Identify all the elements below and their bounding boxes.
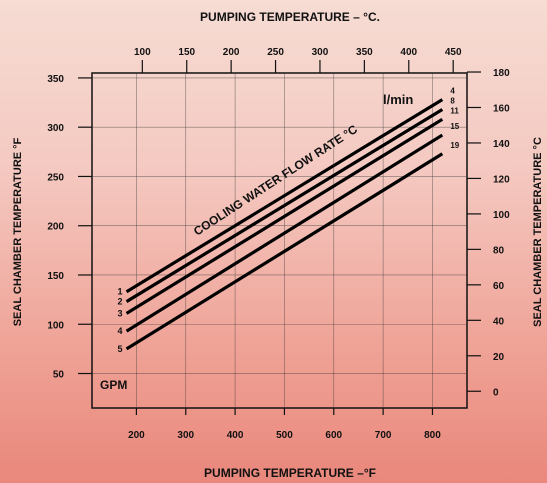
tick-label-x-bottom: 500 xyxy=(276,430,293,441)
series-line-3 xyxy=(125,117,444,315)
right-axis-title: SEAL CHAMBER TEMPERATURE °C xyxy=(532,137,544,327)
tick-label-x-top: 400 xyxy=(400,47,417,58)
tick-label-x-top: 150 xyxy=(178,47,195,58)
series-gpm-label: 2 xyxy=(118,297,123,307)
series-lpm-label: 19 xyxy=(450,141,459,150)
tick-label-y-right: 0 xyxy=(493,387,499,398)
tick-label-y-right: 120 xyxy=(493,174,510,185)
tick-label-x-bottom: 800 xyxy=(424,430,441,441)
tick-label-x-bottom: 300 xyxy=(177,430,194,441)
tick-label-y-left: 350 xyxy=(47,74,64,85)
plot-frame xyxy=(91,72,468,409)
tick-label-x-top: 300 xyxy=(312,47,329,58)
tick-label-x-top: 250 xyxy=(267,47,284,58)
metric-unit-label: l/min xyxy=(383,92,413,107)
tick-label-y-right: 160 xyxy=(493,103,510,114)
grid xyxy=(92,73,467,408)
tick-label-y-left: 250 xyxy=(47,172,64,183)
tick-label-x-bottom: 400 xyxy=(227,430,244,441)
us-unit-label: GPM xyxy=(100,378,127,392)
tick-label-x-top: 450 xyxy=(445,47,462,58)
axis-ticks xyxy=(78,60,481,415)
series-lpm-label: 11 xyxy=(450,106,459,115)
tick-label-x-top: 100 xyxy=(134,47,151,58)
tick-label-x-bottom: 200 xyxy=(128,430,145,441)
tick-label-y-right: 40 xyxy=(493,316,505,327)
series-gpm-label: 3 xyxy=(118,308,123,318)
series-lpm-label: 15 xyxy=(450,122,459,131)
tick-label-y-left: 50 xyxy=(53,370,65,381)
bottom-axis-title: PUMPING TEMPERATURE –°F xyxy=(204,466,376,480)
tick-label-y-right: 140 xyxy=(493,139,510,150)
tick-label-y-right: 20 xyxy=(493,352,505,363)
tick-label-x-top: 350 xyxy=(356,47,373,58)
tick-label-y-left: 200 xyxy=(47,222,64,233)
series-gpm-label: 4 xyxy=(118,326,123,336)
series-lpm-label: 4 xyxy=(450,87,455,96)
tick-label-x-bottom: 600 xyxy=(325,430,342,441)
series-gpm-label: 5 xyxy=(118,344,123,354)
tick-label-y-left: 150 xyxy=(47,271,64,282)
tick-label-y-right: 180 xyxy=(493,68,510,79)
tick-label-y-left: 300 xyxy=(47,123,64,134)
series-line-4 xyxy=(125,133,444,333)
series-gpm-label: 1 xyxy=(118,287,123,297)
series-line-1 xyxy=(125,98,444,294)
series-line-5 xyxy=(125,152,444,351)
left-axis-title: SEAL CHAMBER TEMPERATURE °F xyxy=(12,137,24,326)
tick-label-y-right: 60 xyxy=(493,281,505,292)
top-axis-title: PUMPING TEMPERATURE – °C. xyxy=(200,10,380,24)
tick-label-y-left: 100 xyxy=(47,320,64,331)
series-lpm-label: 8 xyxy=(450,96,455,105)
tick-label-y-right: 100 xyxy=(493,210,510,221)
series-lines xyxy=(125,98,444,351)
tick-label-x-bottom: 700 xyxy=(375,430,392,441)
series-line-2 xyxy=(125,108,444,303)
tick-label-y-right: 80 xyxy=(493,245,505,256)
tick-label-x-top: 200 xyxy=(223,47,240,58)
